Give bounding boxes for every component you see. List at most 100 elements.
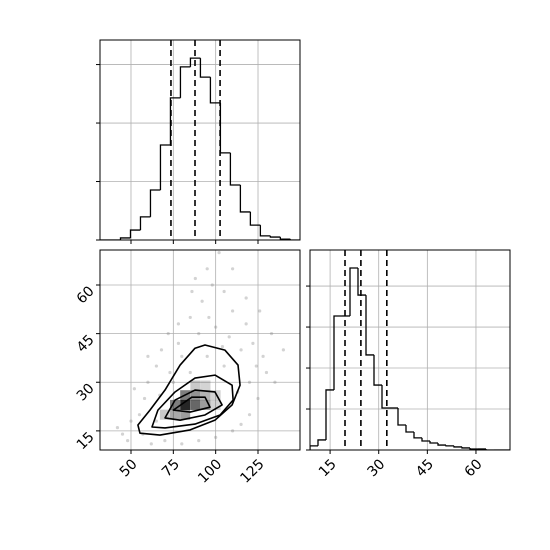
- histogram-bin: [279, 237, 291, 240]
- histogram-bin: [259, 225, 271, 237]
- scatter-point: [244, 296, 248, 300]
- scatter-point: [222, 289, 226, 294]
- histogram-bin: [199, 58, 211, 78]
- histogram-bin: [469, 447, 478, 450]
- density-cell: [200, 399, 211, 410]
- scatter-point: [264, 370, 269, 375]
- x-tick-label: 50: [117, 456, 141, 480]
- scatter-point: [227, 335, 231, 339]
- histogram-bin: [239, 185, 251, 213]
- histogram-bin: [149, 189, 161, 217]
- y-tick-label: 45: [74, 332, 98, 356]
- scatter-point: [230, 429, 235, 433]
- density-cell: [180, 399, 191, 410]
- axes-frame: [309, 249, 511, 451]
- histogram-bin: [373, 354, 382, 386]
- scatter-point: [149, 442, 153, 446]
- scatter-point: [269, 332, 274, 336]
- scatter-point: [188, 370, 192, 375]
- histogram-bin: [445, 445, 454, 447]
- density-cell: [200, 380, 211, 391]
- histogram-bin: [139, 216, 151, 231]
- scatter-point: [239, 348, 243, 352]
- density-cell: [190, 380, 201, 391]
- scatter-point: [254, 364, 258, 368]
- scatter-point: [244, 322, 248, 326]
- scatter-point: [205, 267, 209, 271]
- scatter-point: [258, 309, 262, 313]
- scatter-point: [214, 435, 218, 439]
- scatter-point: [132, 387, 136, 391]
- scatter-point: [273, 380, 277, 384]
- scatter-point: [197, 438, 201, 443]
- density-cell: [170, 399, 181, 410]
- contour: [137, 344, 241, 436]
- scatter-point: [146, 354, 150, 358]
- x-tick-label: 75: [159, 456, 183, 480]
- contour: [164, 389, 223, 421]
- density-cell: [200, 390, 211, 401]
- scatter-point: [168, 370, 172, 375]
- axes-frame: [99, 39, 301, 241]
- x-tick-label: 125: [237, 456, 267, 486]
- contour: [172, 396, 211, 413]
- histogram-bin: [119, 237, 131, 240]
- histogram-bin: [461, 446, 470, 449]
- scatter-point: [180, 354, 184, 358]
- scatter-point: [180, 442, 184, 446]
- scatter-point: [171, 380, 175, 384]
- histogram-bin: [365, 295, 374, 356]
- scatter-point: [230, 267, 235, 271]
- density-cell: [210, 390, 221, 401]
- scatter-point: [197, 332, 201, 336]
- density-cell: [190, 399, 201, 410]
- scatter-point: [154, 364, 158, 368]
- scatter-point: [154, 419, 158, 423]
- histogram-bin: [219, 102, 231, 154]
- scatter-point: [217, 250, 221, 255]
- histogram-bin: [397, 407, 406, 426]
- histogram-bin: [349, 267, 358, 316]
- scatter-point: [220, 344, 225, 349]
- x-tick-label: 45: [413, 456, 437, 480]
- density-cell: [180, 409, 191, 420]
- scatter-point: [190, 289, 194, 294]
- histogram-bin: [429, 440, 438, 444]
- scatter-point: [205, 354, 209, 358]
- histogram-bin: [485, 448, 494, 450]
- histogram-bin: [333, 315, 342, 390]
- histogram-bin: [249, 211, 261, 226]
- density-cell: [190, 390, 201, 401]
- scatter-point: [261, 354, 265, 358]
- scatter-point: [137, 413, 142, 417]
- scatter-point: [129, 419, 133, 423]
- histogram-bin: [357, 268, 366, 296]
- histogram-bin: [317, 439, 326, 446]
- scatter-point: [251, 341, 255, 345]
- scatter-point: [200, 299, 204, 303]
- scatter-point: [120, 432, 125, 436]
- histogram-bin: [229, 152, 241, 186]
- scatter-point: [230, 309, 235, 313]
- histogram-bin: [169, 97, 181, 145]
- histogram-bin: [381, 385, 390, 409]
- scatter-point: [193, 276, 197, 281]
- x-tick-label: 30: [364, 456, 388, 480]
- scatter-point: [239, 422, 243, 426]
- histogram-bin: [269, 235, 281, 238]
- density-cell: [210, 399, 221, 410]
- scatter-point: [176, 341, 181, 345]
- axes-frame: [99, 249, 301, 451]
- scatter-point: [256, 396, 260, 401]
- scatter-point: [222, 364, 226, 368]
- histogram-bin: [453, 445, 462, 448]
- scatter-point: [163, 438, 167, 443]
- density-cell: [159, 409, 170, 420]
- scatter-point: [115, 426, 120, 430]
- scatter-point: [207, 315, 211, 320]
- x-tick-label: 100: [195, 456, 225, 486]
- scatter-point: [146, 380, 150, 384]
- scatter-point: [176, 322, 181, 326]
